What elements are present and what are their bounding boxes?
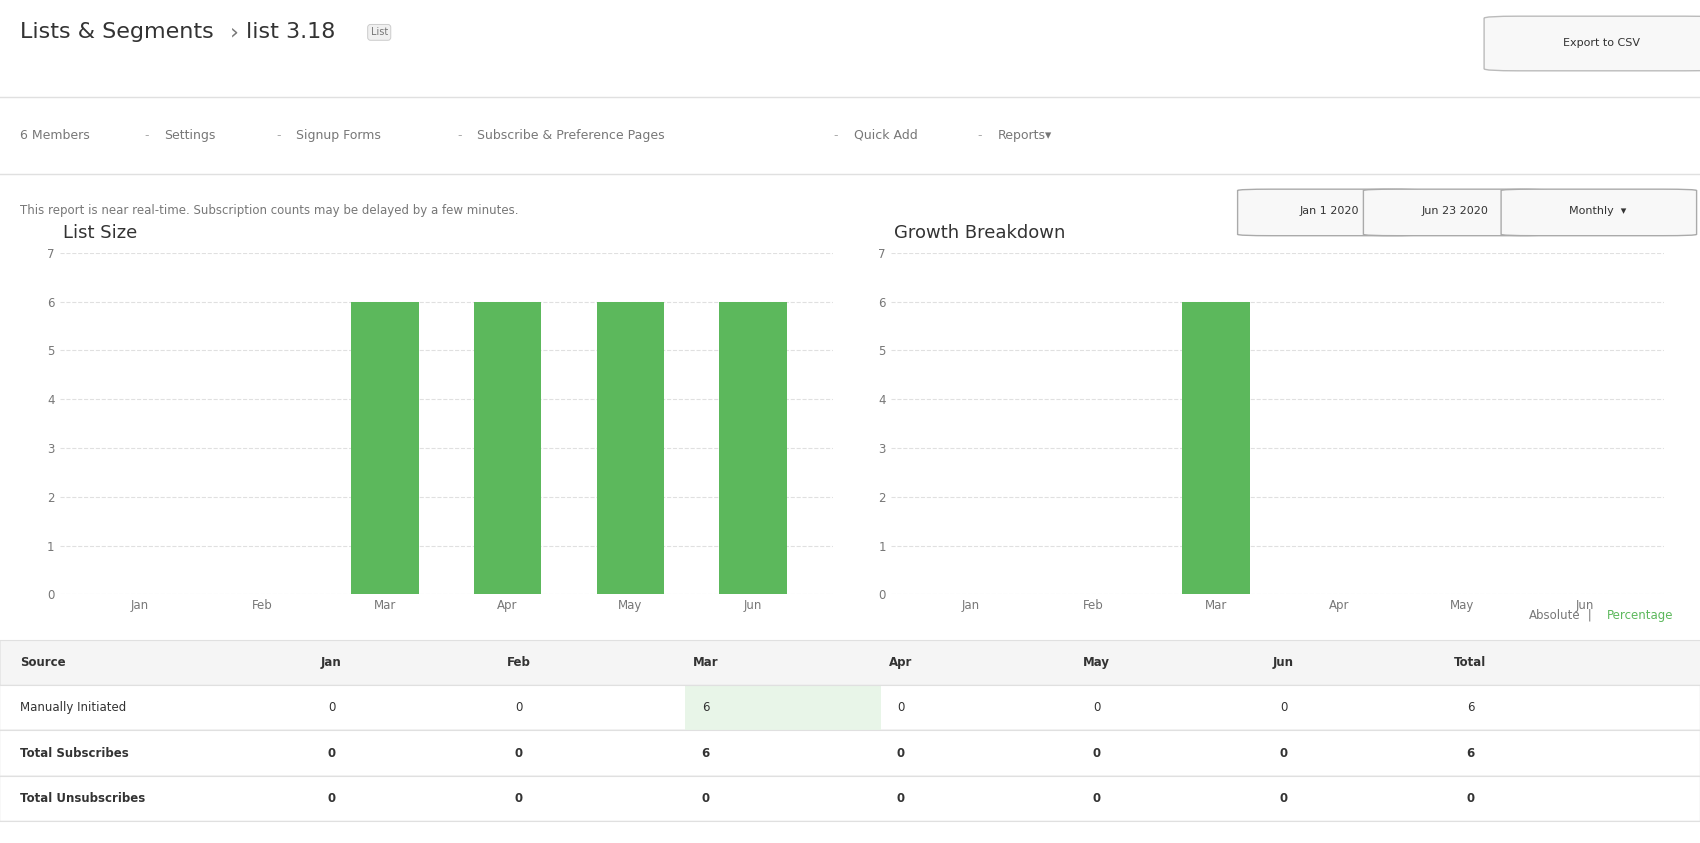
FancyBboxPatch shape <box>1238 189 1421 236</box>
Text: Export to CSV: Export to CSV <box>1562 39 1640 49</box>
Text: 6: 6 <box>702 747 709 760</box>
Bar <box>0 730 1700 776</box>
Text: Monthly  ▾: Monthly ▾ <box>1569 206 1627 216</box>
Text: 0: 0 <box>328 701 335 714</box>
Text: 6: 6 <box>1467 747 1474 760</box>
Text: List Size: List Size <box>63 224 138 242</box>
Text: Settings: Settings <box>165 129 216 142</box>
Text: 0: 0 <box>515 792 522 805</box>
Text: Mar: Mar <box>692 656 719 668</box>
Text: Quick Add: Quick Add <box>853 129 918 142</box>
Bar <box>0 640 1700 685</box>
Text: Reports▾: Reports▾ <box>998 129 1052 142</box>
Text: 6: 6 <box>702 701 709 714</box>
Text: Apr: Apr <box>889 656 913 668</box>
Text: Total Unsubscribes: Total Unsubscribes <box>20 792 146 805</box>
Bar <box>0 776 1700 821</box>
Text: 0: 0 <box>515 747 522 760</box>
Bar <box>474 302 541 594</box>
Text: Growth Breakdown: Growth Breakdown <box>894 224 1066 242</box>
Text: Jan 1 2020: Jan 1 2020 <box>1299 206 1360 216</box>
Text: list 3.18: list 3.18 <box>246 23 337 42</box>
Text: Absolute: Absolute <box>1530 609 1581 622</box>
Text: Subscribe & Preference Pages: Subscribe & Preference Pages <box>478 129 665 142</box>
Bar <box>1183 302 1249 594</box>
Text: Jun: Jun <box>1273 656 1294 668</box>
Text: -: - <box>833 129 838 142</box>
Text: 0: 0 <box>1093 701 1100 714</box>
Bar <box>685 685 881 730</box>
FancyBboxPatch shape <box>1363 189 1547 236</box>
Text: Manually Initiated: Manually Initiated <box>20 701 126 714</box>
Text: 0: 0 <box>1093 792 1100 805</box>
Text: This report is near real-time. Subscription counts may be delayed by a few minut: This report is near real-time. Subscript… <box>20 204 518 217</box>
Text: 0: 0 <box>515 701 522 714</box>
Text: Source: Source <box>20 656 66 668</box>
Text: Jan: Jan <box>321 656 342 668</box>
Text: -: - <box>457 129 461 142</box>
Text: 0: 0 <box>1280 701 1287 714</box>
Text: |: | <box>1584 609 1596 622</box>
Text: List: List <box>371 27 388 37</box>
Text: Jun 23 2020: Jun 23 2020 <box>1421 206 1489 216</box>
Text: Lists & Segments: Lists & Segments <box>20 23 214 42</box>
Text: 0: 0 <box>1093 747 1100 760</box>
Text: 0: 0 <box>898 701 904 714</box>
Text: -: - <box>144 129 148 142</box>
Text: Signup Forms: Signup Forms <box>296 129 381 142</box>
Bar <box>0 685 1700 730</box>
Bar <box>719 302 787 594</box>
FancyBboxPatch shape <box>1484 16 1700 71</box>
Text: 0: 0 <box>328 792 335 805</box>
Text: 0: 0 <box>702 792 709 805</box>
Text: Total Subscribes: Total Subscribes <box>20 747 129 760</box>
Text: 0: 0 <box>1280 747 1287 760</box>
Text: Percentage: Percentage <box>1606 609 1673 622</box>
Text: ›: › <box>230 23 238 42</box>
Text: Total: Total <box>1455 656 1486 668</box>
Text: 6 Members: 6 Members <box>20 129 90 142</box>
Text: 0: 0 <box>328 747 335 760</box>
FancyBboxPatch shape <box>1501 189 1697 236</box>
Bar <box>352 302 418 594</box>
Text: 6: 6 <box>1467 701 1474 714</box>
Text: 0: 0 <box>898 747 904 760</box>
Text: May: May <box>1083 656 1110 668</box>
Bar <box>597 302 665 594</box>
Text: -: - <box>977 129 983 142</box>
Text: -: - <box>275 129 281 142</box>
Text: 0: 0 <box>898 792 904 805</box>
Text: 0: 0 <box>1467 792 1474 805</box>
Text: 0: 0 <box>1280 792 1287 805</box>
Text: Feb: Feb <box>507 656 530 668</box>
